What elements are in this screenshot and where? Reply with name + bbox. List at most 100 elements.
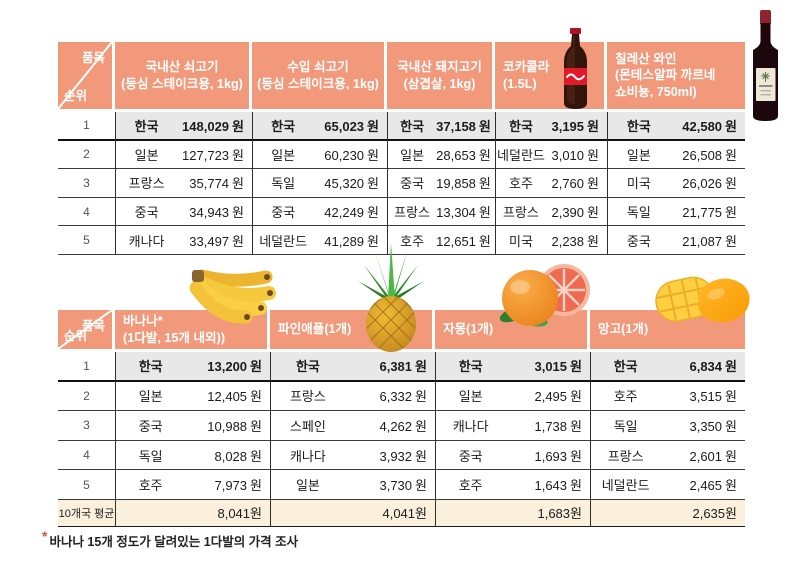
price: 3,015 원 [505, 356, 590, 375]
product-column-3: 자몽(1개) 한국 3,015 원 일본 2,495 원 캐나다 1,738 원 중국 1,693 원 호… [435, 310, 590, 527]
country-name: 한국 [295, 359, 320, 375]
column-title: 국내산 돼지고기 [397, 60, 482, 75]
country-name: 한국 [400, 118, 425, 134]
price: 4,262 원 [345, 416, 435, 435]
column-rows: 한국 65,023 원 일본 60,230 원 독일 45,320 원 중국 42,249 원 네덜란드… [252, 112, 387, 255]
price-row: 호주 12,651 원 [388, 226, 495, 255]
price: 10,988 원 [185, 416, 270, 435]
country-name: 호주 [138, 478, 163, 494]
rank-rows: 1 2 3 4 5 10개국 평균 [58, 352, 115, 527]
price-unit: 원 [725, 233, 737, 249]
price: 21,775 원 [670, 202, 745, 221]
price-value: 1,643 [534, 478, 568, 494]
price-value: 6,381 [379, 359, 413, 375]
price-value: 21,087 [682, 233, 723, 249]
average-cell: 1,683원 [436, 499, 590, 527]
mango-image [655, 276, 750, 323]
price: 13,304 원 [436, 202, 499, 221]
price: 6,834 원 [660, 356, 745, 375]
price-unit: 원 [725, 418, 737, 434]
price-value: 60,230 [324, 147, 365, 163]
price: 65,023 원 [313, 116, 387, 135]
price: 60,230 원 [313, 145, 387, 164]
rank-cell: 1 [58, 352, 115, 382]
country-name: 네덜란드 [601, 478, 650, 494]
price: 127,723 원 [177, 145, 252, 164]
price: 1,693 원 [505, 446, 590, 465]
price-unit: 원 [250, 389, 262, 405]
price-value: 8,028 [214, 448, 248, 464]
rank-cell: 5 [58, 226, 115, 255]
column-subtitle: (등심 스테이크용, 1kg) [257, 76, 379, 91]
price-row: 캐나다 33,497 원 [116, 226, 252, 255]
price-value: 45,320 [324, 176, 365, 192]
country-name: 일본 [134, 147, 159, 163]
banana-bunch-image [189, 269, 276, 324]
price-unit: 원 [587, 118, 599, 134]
price-row: 네덜란드 2,465 원 [591, 470, 745, 500]
price-value: 13,200 [207, 359, 248, 375]
country-name: 네덜란드 [259, 233, 308, 249]
price-unit: 원 [587, 233, 599, 249]
wine-bottle-image [753, 10, 778, 121]
price-value: 3,932 [379, 448, 413, 464]
price: 148,029 원 [177, 116, 252, 135]
corner-cell: 품목 순위 [58, 310, 115, 349]
item-axis-label: 품목 [81, 51, 105, 65]
price-value: 41,289 [324, 233, 365, 249]
price-value: 2,760 [551, 176, 585, 192]
item-axis-label: 품목 [81, 319, 105, 333]
average-price-value: 4,041 [382, 506, 416, 522]
rank-cell: 3 [58, 411, 115, 441]
price-unit: 원 [232, 147, 244, 163]
column-subtitle: (몬테스알파 까르네 쇼비뇽, 750ml) [615, 68, 716, 99]
country-name: 호주 [509, 176, 533, 192]
rank-cell: 5 [58, 470, 115, 500]
column-rows: 한국 42,580 원 일본 26,508 원 미국 26,026 원 독일 21,775 원 중국 21… [607, 112, 745, 255]
country-name: 캐나다 [289, 448, 326, 464]
price-value: 3,010 [551, 147, 585, 163]
price-unit: 원 [570, 418, 582, 434]
price: 2,390 원 [546, 202, 607, 221]
cola-bottle-image [564, 28, 587, 109]
price-value: 1,738 [534, 418, 568, 434]
price-unit: 원 [367, 147, 379, 163]
country-name: 한국 [509, 118, 533, 134]
rank-axis-label: 순위 [64, 89, 88, 103]
price-value: 2,465 [689, 478, 723, 494]
price-row: 일본 3,730 원 [271, 470, 435, 500]
country-name: 일본 [400, 147, 425, 163]
price-row: 미국 2,238 원 [496, 226, 607, 255]
country-name: 한국 [626, 118, 651, 134]
average-price: 8,041원 [217, 503, 262, 522]
country-name: 미국 [509, 233, 533, 249]
average-price-value: 1,683 [537, 506, 571, 522]
price-unit: 원 [725, 448, 737, 464]
price-row: 호주 2,760 원 [496, 169, 607, 198]
column-title: 코카콜라 [503, 60, 550, 75]
price-value: 2,390 [551, 205, 585, 221]
average-price: 2,635원 [692, 503, 737, 522]
country-name: 중국 [458, 448, 483, 464]
column-header: 코카콜라 (1.5L) [495, 42, 607, 109]
price-value: 19,858 [436, 176, 476, 192]
price-row: 한국 6,834 원 [591, 352, 745, 382]
price-unit: 원 [232, 176, 244, 192]
rank-cell: 4 [58, 440, 115, 471]
column-title: 자몽(1개) [443, 322, 494, 337]
country-name: 일본 [138, 389, 163, 405]
price-unit: 원 [725, 389, 737, 405]
price-unit: 원 [232, 205, 244, 221]
price-value: 3,350 [689, 418, 723, 434]
country-name: 일본 [626, 147, 651, 163]
price: 2,601 원 [660, 446, 745, 465]
price-row: 한국 3,195 원 [496, 112, 607, 141]
price-row: 프랑스 6,332 원 [271, 381, 435, 412]
price-value: 28,653 [436, 147, 476, 163]
price-value: 34,943 [189, 205, 230, 221]
price-value: 10,988 [207, 418, 248, 434]
country-name: 중국 [134, 205, 159, 221]
price-unit: 원 [478, 233, 491, 249]
